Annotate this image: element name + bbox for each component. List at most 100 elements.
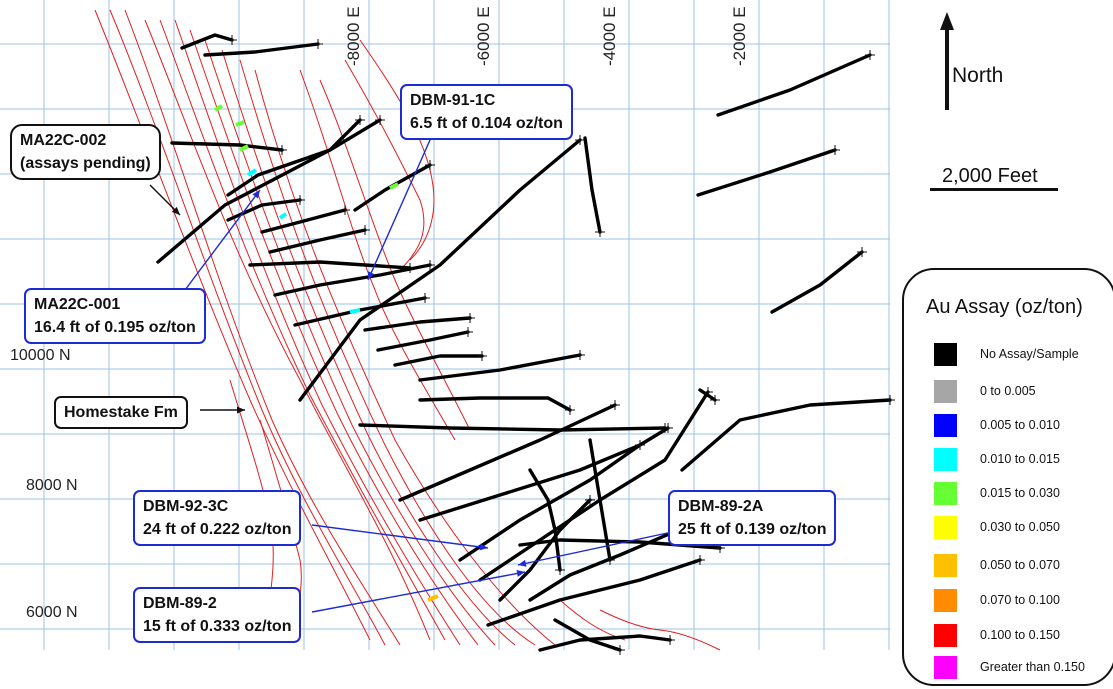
legend-label: 0.015 to 0.030: [980, 486, 1060, 500]
formation-contour: [559, 599, 626, 641]
leader-arrowhead-icon: [252, 190, 260, 199]
collar-cross-icon: [615, 645, 625, 655]
drillhole-trace: [486, 558, 702, 627]
drillhole-trace: [528, 468, 562, 572]
drillhole-trace: [203, 42, 320, 57]
formation-contour: [124, 9, 401, 646]
legend-label: 0.010 to 0.015: [980, 452, 1060, 466]
collar-cross-icon: [565, 405, 575, 415]
formation-contour: [144, 19, 431, 641]
legend-label: 0.070 to 0.100: [980, 593, 1060, 607]
callout-title: DBM-92-3C: [143, 498, 229, 515]
legend-label: 0.050 to 0.070: [980, 558, 1060, 572]
callout-title: DBM-91-1C: [410, 92, 496, 109]
legend-swatch: [934, 414, 957, 437]
legend-swatch: [934, 624, 957, 647]
callout-dbm-92-3c: DBM-92-3C 24 ft of 0.222 oz/ton: [133, 490, 302, 546]
drillhole-trace: [398, 403, 617, 502]
assay-interval: [427, 594, 439, 602]
northing-label-10000: 10000 N: [10, 347, 71, 364]
formation-contour: [189, 29, 479, 646]
northing-label-6000: 6000 N: [26, 604, 78, 621]
drillhole-trace: [698, 388, 717, 402]
formation-contour: [174, 19, 461, 646]
assay-interval: [349, 308, 361, 314]
drillhole-trace: [180, 33, 234, 50]
collar-cross-icon: [340, 205, 350, 215]
leader-arrowhead-icon: [518, 559, 527, 567]
drillhole-trace: [418, 396, 572, 412]
drillhole-trace: [583, 136, 602, 234]
drillhole-trace: [418, 426, 670, 522]
easting-label-4000: -4000 E: [600, 6, 619, 66]
collar-cross-icon: [375, 115, 385, 125]
drillhole-trace: [696, 148, 837, 197]
formation-contour: [359, 39, 435, 261]
drillhole-trace: [273, 263, 432, 297]
callout-detail: 6.5 ft of 0.104 oz/ton: [410, 115, 563, 132]
legend-swatch: [934, 448, 957, 471]
callout-detail: (assays pending): [20, 155, 151, 172]
formation-contour: [254, 69, 556, 646]
drillhole-trace: [418, 353, 582, 382]
assay-interval: [235, 120, 245, 127]
callout-detail: 15 ft of 0.333 oz/ton: [143, 618, 292, 635]
collar-cross-icon: [610, 400, 620, 410]
legend-label: 0.100 to 0.150: [980, 628, 1060, 642]
formation-contour: [159, 19, 446, 641]
drillhole-trace: [498, 498, 592, 602]
callout-homestake-fm: Homestake Fm: [54, 396, 188, 429]
drillhole-trace: [363, 316, 472, 332]
drillhole-trace: [298, 138, 582, 402]
drillhole-trace: [680, 398, 892, 472]
assay-interval: [389, 182, 399, 190]
collar-cross-icon: [295, 195, 305, 205]
collar-cross-icon: [465, 313, 475, 323]
drillhole-trace: [226, 118, 362, 197]
legend-swatch: [934, 343, 957, 366]
collar-cross-icon: [420, 293, 430, 303]
collar-cross-icon: [585, 495, 595, 505]
drillhole-trace: [553, 618, 622, 652]
drillhole-trace: [376, 330, 470, 352]
scale-bar-label: 2,000 Feet: [942, 165, 1038, 187]
callout-dbm-89-2a: DBM-89-2A 25 ft of 0.139 oz/ton: [668, 490, 837, 546]
collar-cross-icon: [355, 115, 365, 125]
legend-label: 0 to 0.005: [980, 384, 1036, 398]
leader-arrowhead-icon: [237, 406, 245, 414]
collar-cross-icon: [277, 145, 287, 155]
collar-cross-icon: [575, 350, 585, 360]
leader-line: [517, 531, 673, 566]
leader-arrowhead-icon: [368, 271, 375, 280]
legend-label: No Assay/Sample: [980, 347, 1079, 361]
assay-interval: [214, 104, 223, 112]
easting-label-2000: -2000 E: [730, 6, 749, 66]
drillhole-trace: [770, 250, 864, 314]
collar-cross-icon: [425, 260, 435, 270]
collar-cross-icon: [885, 395, 895, 405]
assay-interval: [246, 168, 258, 177]
collar-cross-icon: [360, 225, 370, 235]
callout-detail: 24 ft of 0.222 oz/ton: [143, 521, 292, 538]
callout-title: DBM-89-2A: [678, 498, 764, 515]
leader-line: [184, 189, 261, 291]
callout-leader-lines: [149, 139, 673, 613]
callout-dbm-91-1c: DBM-91-1C 6.5 ft of 0.104 oz/ton: [400, 84, 573, 140]
callout-detail: 16.4 ft of 0.195 oz/ton: [34, 319, 196, 336]
formation-contour: [599, 609, 721, 651]
assay-interval: [239, 144, 249, 152]
drillhole-trace: [268, 228, 367, 254]
drillhole-trace: [393, 354, 484, 367]
formation-contour: [299, 69, 456, 441]
leader-line: [311, 524, 489, 549]
collar-cross-icon: [463, 327, 473, 337]
legend-label: 0.005 to 0.010: [980, 418, 1060, 432]
collar-cross-icon: [425, 160, 435, 170]
collar-cross-icon: [313, 39, 323, 49]
legend-swatch: [934, 656, 957, 679]
easting-label-8000: -8000 E: [344, 6, 363, 66]
collar-cross-icon: [865, 50, 875, 60]
callout-title: DBM-89-2: [143, 595, 217, 612]
drillhole-trace: [226, 198, 302, 222]
